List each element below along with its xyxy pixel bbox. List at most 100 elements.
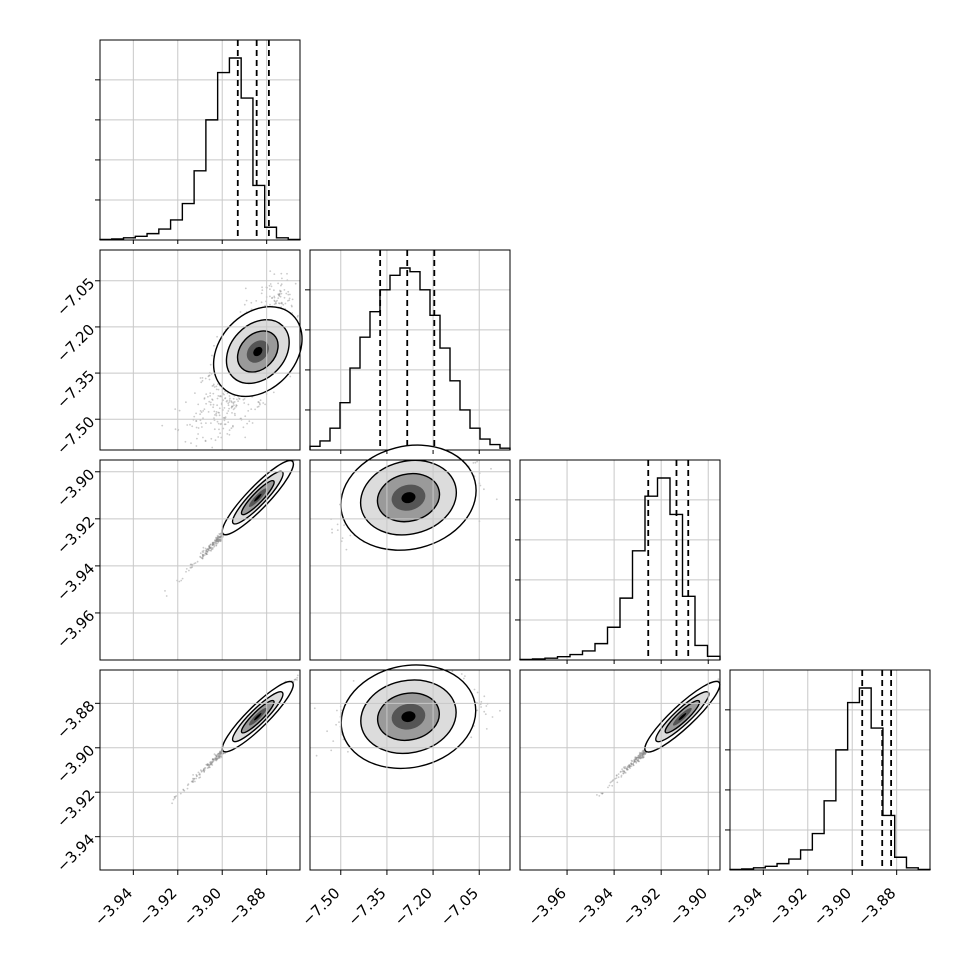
scatter-panel-2-1 [330,444,498,551]
scatter-point [178,409,181,412]
scatter-point [262,402,265,404]
scatter-point [238,398,241,400]
scatter-point [215,388,218,391]
scatter-point [278,293,281,296]
scatter-point [274,302,277,304]
scatter-point [194,562,197,564]
scatter-point [219,532,222,535]
scatter-point [341,537,344,539]
scatter-point [244,287,247,290]
scatter-point [200,381,203,384]
scatter-point [289,375,292,378]
scatter-point [229,397,231,400]
scatter-point [254,408,256,411]
scatter-point [215,411,218,413]
scatter-point [233,412,236,415]
scatter-point [199,410,202,412]
scatter-point [202,436,204,439]
scatter-point [336,523,339,526]
scatter-point [223,393,225,396]
scatter-point [174,428,177,431]
scatter-point [217,422,220,425]
scatter-point [213,541,216,544]
scatter-point [214,439,217,442]
scatter-point [260,301,263,304]
scatter-point [195,445,198,447]
scatter-point [243,402,246,404]
scatter-point [199,377,202,379]
scatter-point [219,395,222,397]
scatter-point [175,795,178,797]
scatter-point [195,420,198,422]
scatter-point [164,590,166,592]
scatter-point [218,414,221,417]
scatter-point [200,422,203,425]
scatter-point [273,273,276,275]
scatter-point [210,422,212,424]
scatter-point [212,406,215,409]
scatter-panel-2-0 [164,459,295,597]
scatter-point [280,301,283,304]
scatter-point [260,292,263,295]
scatter-point [186,424,189,426]
histogram-panel-1 [305,250,511,450]
scatter-point [283,296,286,299]
histogram-1 [309,267,511,450]
scatter-point [268,284,271,287]
scatter-point [212,383,215,386]
scatter-point [281,302,283,305]
scatter-point [196,560,199,563]
scatter-point [349,534,352,537]
scatter-point [202,546,205,549]
scatter-point [217,411,220,414]
scatter-point [206,550,209,553]
scatter-point [186,784,189,787]
scatter-point [225,400,228,403]
scatter-point [193,415,196,418]
histogram-panel-2 [515,460,721,661]
scatter-point [211,542,214,545]
scatter-point [209,363,212,366]
scatter-point [291,305,293,308]
scatter-point [273,289,275,292]
scatter-point [212,403,215,406]
scatter-point [198,777,201,779]
scatter-point [201,426,203,428]
scatter-point [185,401,187,404]
scatter-point [247,403,250,406]
scatter-point [277,297,280,299]
scatter-point [255,300,258,302]
scatter-point [331,531,333,534]
scatter-point [197,433,200,435]
scatter-point [207,375,210,378]
scatter-point [195,777,198,780]
scatter-point [297,314,299,317]
scatter-point [269,303,271,306]
scatter-point [343,524,345,527]
scatter-point [205,552,208,555]
scatter-point [280,272,283,275]
scatter-point [289,293,291,296]
scatter-point [283,289,286,291]
scatter-point [216,420,219,423]
scatter-point [211,354,213,357]
scatter-point [204,440,207,442]
scatter-point [474,461,477,464]
scatter-point [218,411,221,414]
scatter-point [331,528,333,531]
scatter-point [226,399,229,402]
scatter-point [215,414,218,417]
scatter-point [242,426,245,429]
scatter-point [244,436,247,439]
scatter-point [483,488,485,491]
scatter-point [244,415,247,418]
scatter-point [479,484,482,487]
scatter-point [202,410,205,412]
scatter-point [278,294,280,297]
scatter-point [201,377,204,379]
scatter-point [247,410,250,412]
scatter-point [205,393,208,395]
scatter-point [223,416,226,419]
scatter-point [209,392,212,394]
